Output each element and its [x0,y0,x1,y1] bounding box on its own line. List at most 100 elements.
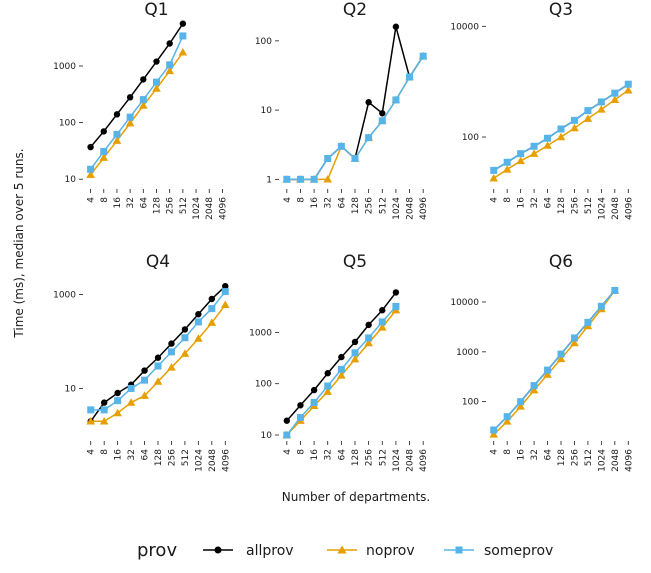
x-tick-label: 128 [351,197,361,214]
y-tick-label: 100 [255,37,272,47]
point-allprov [166,40,173,47]
point-noprov [125,118,135,127]
x-tick-label: 4 [87,449,97,455]
point-someprov [337,365,345,373]
point-someprov [503,158,511,166]
y-tick-label: 1000 [456,348,479,358]
legend-item-someprov: someprov [444,543,553,559]
panel-q4: Q4 10 1000 4 8 16 32 64 128 256 512 1024 2048 4096 [53,252,231,472]
x-tick-label: 4 [490,197,500,203]
point-someprov [181,334,189,342]
point-noprov [597,105,606,113]
panel-title: Q4 [146,252,170,272]
series-noprov [489,286,620,438]
x-tick-label: 512 [378,449,388,466]
x-tick-label: 64 [139,197,149,209]
x-tick-label: 2048 [406,449,416,472]
series-someprov [283,302,400,439]
point-someprov [365,334,373,342]
point-noprov [86,416,96,425]
series-someprov [87,288,229,414]
point-someprov [141,376,149,384]
x-tick-label: 128 [153,197,163,214]
y-tick-label: 1000 [53,62,76,72]
y-tick-label: 10 [65,175,77,185]
point-noprov [113,408,122,417]
point-someprov [597,302,605,310]
series-allprov [87,282,229,425]
x-tick-label: 1024 [192,197,202,220]
point-allprov [324,370,331,377]
point-allprov [100,399,108,406]
y-tick-label: 100 [462,133,479,143]
point-noprov [610,95,620,104]
point-someprov [114,397,122,405]
point-noprov [489,173,499,182]
x-tick-label: 64 [337,449,347,461]
panel-q3: Q3 100 10000 4 8 16 32 64 128 256 512 1024 2048 4096 [450,0,634,220]
point-allprov [153,58,160,65]
x-tick-label: 2048 [208,449,218,472]
point-someprov [490,166,498,174]
point-someprov [503,413,511,421]
point-someprov [139,96,147,104]
x-tick-label: 4 [490,449,500,455]
series-line-allprov [90,23,184,148]
point-allprov [126,94,134,101]
point-noprov [180,349,190,357]
point-noprov [583,114,593,122]
y-tick-label: 1000 [249,328,272,338]
x-tick-label: 64 [141,449,151,461]
y-tick-label: 100 [462,398,479,408]
x-tick-label: 4096 [624,449,634,472]
point-noprov [207,318,217,326]
point-allprov [181,326,189,333]
point-noprov [167,363,176,371]
point-someprov [584,107,592,115]
legend-title: prov [137,540,177,561]
x-tick-label: 16 [114,449,124,461]
point-noprov [570,123,579,132]
point-noprov [323,387,333,395]
x-tick-label: 128 [154,449,164,466]
point-someprov [87,165,95,173]
point-noprov [350,354,360,363]
point-allprov [113,111,121,118]
x-tick-label: 8 [100,449,110,455]
x-tick-label: 1024 [194,449,204,472]
panel-q6: Q6 100 1000 10000 4 8 16 32 64 128 256 512 1024 2048 4… [450,252,634,472]
y-tick-label: 10 [261,106,273,116]
x-tick-label: 256 [365,197,375,214]
x-tick-label: 64 [544,449,554,461]
point-noprov [165,66,174,75]
series-allprov [87,20,187,151]
point-allprov [379,307,386,314]
y-tick-label: 10000 [450,298,479,308]
legend-label-someprov: someprov [484,543,553,559]
point-someprov [570,334,578,342]
point-someprov [113,130,121,138]
point-someprov [597,98,605,106]
point-noprov [99,416,109,425]
point-someprov [365,134,373,142]
point-allprov [365,321,372,329]
x-tick-label: 256 [570,449,580,466]
point-someprov [310,175,318,183]
point-someprov [126,113,134,121]
point-noprov [140,391,149,399]
point-someprov [100,406,108,414]
point-someprov [179,32,187,40]
y-tick-label: 10 [261,431,273,441]
point-someprov [490,426,498,434]
point-someprov [283,175,291,183]
x-tick-label: 128 [351,449,361,466]
x-tick-label: 4 [283,449,293,455]
x-tick-label: 4096 [624,197,634,220]
x-tick-label: 4 [87,197,97,203]
series-someprov [283,52,427,183]
x-tick-label: 512 [584,197,594,214]
point-someprov [310,399,318,407]
point-noprov [178,47,188,56]
point-noprov [323,175,333,183]
